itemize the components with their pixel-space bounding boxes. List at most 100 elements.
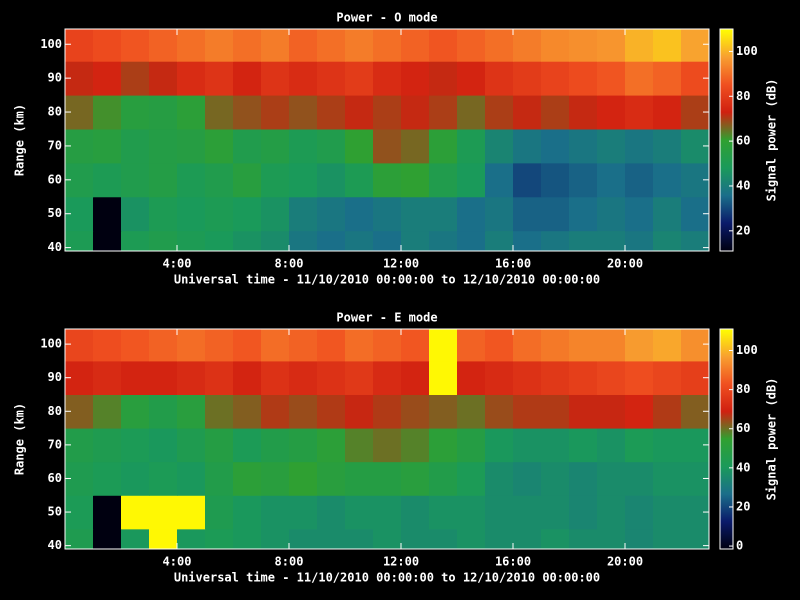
heat-cell	[513, 95, 542, 130]
colorbar-tick-label: 100	[736, 44, 758, 58]
heat-cell	[597, 329, 626, 362]
heat-cell	[93, 61, 122, 96]
heat-cell	[541, 495, 570, 530]
heat-cell	[569, 360, 598, 395]
heat-cell	[177, 196, 206, 232]
heat-cell	[485, 461, 514, 496]
colorbar-tick-label: 40	[736, 460, 750, 474]
colorbar	[719, 328, 734, 550]
heat-cell	[681, 528, 710, 550]
chart-title: Power - E mode	[336, 311, 437, 325]
heat-cell	[513, 329, 542, 362]
heat-cell	[177, 461, 206, 496]
heat-cell	[485, 495, 514, 530]
heat-cell	[65, 528, 94, 550]
heat-cell	[289, 528, 318, 550]
heat-cell	[569, 196, 598, 232]
heat-cell	[205, 230, 234, 252]
heat-cell	[345, 95, 374, 130]
heat-cell	[233, 128, 262, 164]
heat-cell	[485, 95, 514, 130]
heat-cell	[457, 95, 486, 130]
heat-cell	[401, 29, 430, 62]
heat-cell	[149, 29, 178, 62]
heat-cell	[429, 61, 458, 96]
heat-cell	[289, 495, 318, 530]
heat-cell	[513, 162, 542, 198]
heat-cell	[625, 394, 654, 429]
heat-cell	[317, 128, 346, 164]
heat-cell	[457, 461, 486, 496]
heat-cell	[233, 394, 262, 429]
heat-cell	[625, 528, 654, 550]
heat-cell	[177, 394, 206, 429]
colorbar-tick-label: 80	[736, 382, 750, 396]
y-tick-label: 70	[48, 138, 62, 152]
heat-cell	[317, 162, 346, 198]
colorbar-label: Signal power (dB)	[765, 378, 779, 501]
heat-cell	[149, 230, 178, 252]
heat-cell	[625, 128, 654, 164]
heat-cell	[149, 329, 178, 362]
heat-cell	[93, 461, 122, 496]
heat-cell	[261, 29, 290, 62]
heat-cell	[485, 61, 514, 96]
heat-cell	[233, 528, 262, 550]
heat-cell	[513, 128, 542, 164]
heat-cell	[233, 162, 262, 198]
heat-cell	[93, 394, 122, 429]
x-tick-label: 12:00	[383, 555, 419, 569]
heat-cell	[401, 360, 430, 395]
heat-cell	[569, 329, 598, 362]
heat-cell	[541, 61, 570, 96]
heat-cell	[121, 29, 150, 62]
heat-cell	[261, 360, 290, 395]
heat-cell	[93, 230, 122, 252]
heat-cell	[485, 29, 514, 62]
heat-cell	[233, 428, 262, 463]
heat-cell	[457, 528, 486, 550]
heat-cell	[625, 95, 654, 130]
heat-cell	[597, 428, 626, 463]
heat-cell	[541, 29, 570, 62]
heat-cell	[625, 495, 654, 530]
x-tick-label: 16:00	[495, 555, 531, 569]
heat-cell	[233, 230, 262, 252]
heat-cell	[401, 128, 430, 164]
heat-cell	[65, 230, 94, 252]
heat-cell	[541, 128, 570, 164]
heat-cell	[93, 329, 122, 362]
heat-cell	[513, 360, 542, 395]
heat-cell	[233, 95, 262, 130]
heat-cell	[429, 162, 458, 198]
heat-cell	[597, 128, 626, 164]
heat-cell	[597, 394, 626, 429]
heat-cell	[149, 495, 178, 530]
heat-cell	[569, 394, 598, 429]
heat-cell	[541, 196, 570, 232]
heat-cell	[289, 95, 318, 130]
colorbar-tick-label: 80	[736, 89, 750, 103]
heat-cell	[401, 196, 430, 232]
heat-cell	[177, 128, 206, 164]
heat-cell	[401, 394, 430, 429]
heat-cell	[401, 528, 430, 550]
heat-cell	[429, 230, 458, 252]
heat-cell	[625, 329, 654, 362]
heat-cell	[625, 461, 654, 496]
y-axis-label: Range (km)	[13, 403, 27, 475]
heat-cell	[597, 29, 626, 62]
heat-cell	[457, 196, 486, 232]
y-tick-label: 90	[48, 71, 62, 85]
heat-cell	[261, 428, 290, 463]
heat-cell	[205, 95, 234, 130]
colorbar-tick-label: 0	[736, 539, 743, 553]
heat-cell	[205, 29, 234, 62]
heat-cell	[429, 196, 458, 232]
heat-cell	[485, 128, 514, 164]
heat-cell	[149, 61, 178, 96]
heat-cell	[373, 61, 402, 96]
heat-cell	[317, 528, 346, 550]
heat-cell	[597, 461, 626, 496]
heat-cell	[597, 61, 626, 96]
